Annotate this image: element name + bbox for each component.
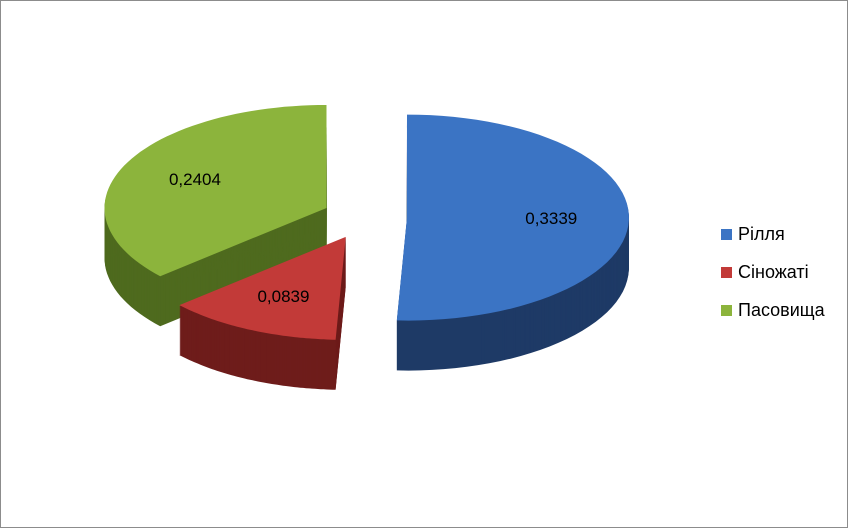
legend-label: Рілля <box>738 223 785 244</box>
data-label-rillia: 0,3339 <box>525 209 578 229</box>
legend-item-rillia: Рілля <box>721 215 825 253</box>
slice-top <box>179 236 346 340</box>
data-label-sinozhati: 0,0839 <box>257 287 310 307</box>
pie-slice-1 <box>179 236 346 390</box>
data-label-pasovyshcha: 0,2404 <box>168 170 221 190</box>
legend: Рілля Сіножаті Пасовища <box>721 215 825 329</box>
legend-swatch <box>721 304 732 316</box>
slice-top <box>104 105 327 277</box>
legend-label: Сіножаті <box>738 261 809 282</box>
pie-slice-2 <box>104 105 327 327</box>
legend-item-sinozhati: Сіножаті <box>721 253 825 291</box>
legend-swatch <box>721 228 732 240</box>
legend-swatch <box>721 266 732 278</box>
pie-slice-0 <box>396 114 629 371</box>
slice-top <box>396 114 629 321</box>
legend-label: Пасовища <box>738 299 825 320</box>
legend-item-pasovyshcha: Пасовища <box>721 291 825 329</box>
